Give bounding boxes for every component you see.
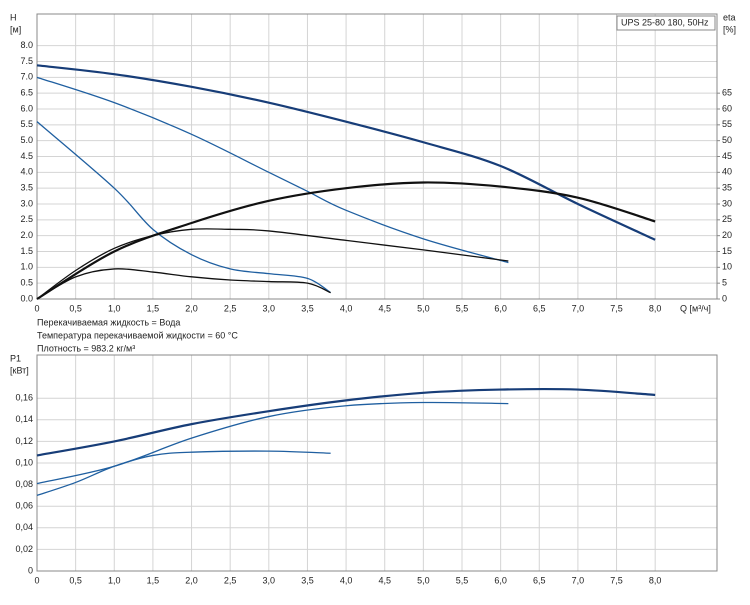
y-tick-label: 0.0 bbox=[20, 293, 33, 303]
y-tick-label: 0 bbox=[28, 565, 33, 575]
x-tick-label: 2,5 bbox=[224, 303, 237, 313]
x-tick-label: 1,5 bbox=[147, 575, 160, 585]
y2-tick-label: 20 bbox=[722, 230, 732, 240]
x-tick-label: 7,0 bbox=[572, 303, 585, 313]
x-tick-label: 5,5 bbox=[456, 575, 469, 585]
y2-tick-label: 35 bbox=[722, 183, 732, 193]
x-tick-label: 7,0 bbox=[572, 575, 585, 585]
y-tick-label: 0.5 bbox=[20, 278, 33, 288]
annotation: Плотность = 983.2 кг/м³ bbox=[37, 343, 135, 353]
y2-tick-label: 25 bbox=[722, 214, 732, 224]
y-axis-unit: [м] bbox=[10, 24, 21, 34]
y-tick-label: 0,16 bbox=[15, 393, 33, 403]
plot-frame bbox=[36, 13, 718, 300]
y-tick-label: 7.0 bbox=[20, 72, 33, 82]
x-tick-label: 3,5 bbox=[301, 303, 314, 313]
y-tick-label: 1.5 bbox=[20, 246, 33, 256]
y-tick-label: 0,08 bbox=[15, 479, 33, 489]
curve bbox=[36, 76, 509, 264]
x-tick-label: 4,0 bbox=[340, 575, 353, 585]
y-tick-label: 6.5 bbox=[20, 88, 33, 98]
x-tick-label: 3,5 bbox=[301, 575, 314, 585]
legend: UPS 25-80 180, 50Hz bbox=[621, 17, 709, 27]
curve bbox=[36, 64, 656, 241]
y2-axis-unit: [%] bbox=[723, 24, 736, 34]
curve bbox=[36, 121, 331, 294]
y-tick-label: 0,06 bbox=[15, 501, 33, 511]
y-tick-label: 0,12 bbox=[15, 436, 33, 446]
x-tick-label: 6,0 bbox=[494, 575, 507, 585]
x-tick-label: 6,5 bbox=[533, 303, 546, 313]
y2-tick-label: 50 bbox=[722, 135, 732, 145]
x-tick-label: 1,0 bbox=[108, 575, 121, 585]
y-tick-label: 3.0 bbox=[20, 198, 33, 208]
y-tick-label: 2.0 bbox=[20, 230, 33, 240]
y-tick-label: 2.5 bbox=[20, 214, 33, 224]
curve bbox=[36, 181, 656, 300]
plot-frame bbox=[36, 354, 718, 572]
x-tick-label: 0,5 bbox=[69, 575, 82, 585]
y-tick-label: 0,10 bbox=[15, 457, 33, 467]
y2-tick-label: 40 bbox=[722, 167, 732, 177]
y-tick-label: 4.0 bbox=[20, 167, 33, 177]
x-tick-label: 8,0 bbox=[649, 575, 662, 585]
x-tick-label: 7,5 bbox=[610, 575, 623, 585]
y-axis-label: H bbox=[10, 12, 17, 22]
x-tick-label: 8,0 bbox=[649, 303, 662, 313]
annotation: Температура перекачиваемой жидкости = 60… bbox=[37, 330, 238, 340]
y-tick-label: 5.5 bbox=[20, 119, 33, 129]
x-tick-label: 5,0 bbox=[417, 303, 430, 313]
y-tick-label: 8.0 bbox=[20, 40, 33, 50]
x-tick-label: 3,0 bbox=[263, 303, 276, 313]
x-tick-label: 6,0 bbox=[494, 303, 507, 313]
x-tick-label: 0,5 bbox=[69, 303, 82, 313]
y-tick-label: 0,14 bbox=[15, 414, 33, 424]
curve bbox=[36, 268, 331, 300]
x-tick-label: 1,5 bbox=[147, 303, 160, 313]
x-axis-label: Q [м³/ч] bbox=[680, 303, 711, 313]
y2-tick-label: 60 bbox=[722, 103, 732, 113]
x-tick-label: 4,5 bbox=[378, 303, 391, 313]
curve bbox=[36, 228, 509, 300]
y2-tick-label: 45 bbox=[722, 151, 732, 161]
x-tick-label: 7,5 bbox=[610, 303, 623, 313]
y-tick-label: 7.5 bbox=[20, 56, 33, 66]
x-tick-label: 5,0 bbox=[417, 575, 430, 585]
curve bbox=[36, 387, 656, 457]
y2-tick-label: 10 bbox=[722, 262, 732, 272]
y-tick-label: 6.0 bbox=[20, 103, 33, 113]
x-tick-label: 1,0 bbox=[108, 303, 121, 313]
y-tick-label: 0,02 bbox=[15, 544, 33, 554]
x-tick-label: 3,0 bbox=[263, 575, 276, 585]
y-axis-label: P1 bbox=[10, 353, 21, 363]
x-tick-label: 6,5 bbox=[533, 575, 546, 585]
x-tick-label: 0 bbox=[34, 303, 39, 313]
x-tick-label: 2,0 bbox=[185, 575, 198, 585]
y2-tick-label: 30 bbox=[722, 198, 732, 208]
y-tick-label: 1.0 bbox=[20, 262, 33, 272]
y2-tick-label: 55 bbox=[722, 119, 732, 129]
x-tick-label: 4,0 bbox=[340, 303, 353, 313]
x-tick-label: 2,0 bbox=[185, 303, 198, 313]
y2-tick-label: 15 bbox=[722, 246, 732, 256]
y-tick-label: 0,04 bbox=[15, 522, 33, 532]
y2-axis-label: eta bbox=[723, 12, 736, 22]
curve bbox=[36, 450, 331, 497]
y-tick-label: 5.0 bbox=[20, 135, 33, 145]
y2-tick-label: 0 bbox=[722, 293, 727, 303]
y-tick-label: 3.5 bbox=[20, 183, 33, 193]
annotation: Перекачиваемая жидкость = Вода bbox=[37, 317, 180, 327]
x-tick-label: 4,5 bbox=[378, 575, 391, 585]
y-axis-unit: [кВт] bbox=[10, 365, 29, 375]
y2-tick-label: 65 bbox=[722, 88, 732, 98]
y2-tick-label: 5 bbox=[722, 278, 727, 288]
x-tick-label: 5,5 bbox=[456, 303, 469, 313]
x-tick-label: 2,5 bbox=[224, 575, 237, 585]
legend-box bbox=[616, 15, 716, 31]
y-tick-label: 4.5 bbox=[20, 151, 33, 161]
x-tick-label: 0 bbox=[34, 575, 39, 585]
